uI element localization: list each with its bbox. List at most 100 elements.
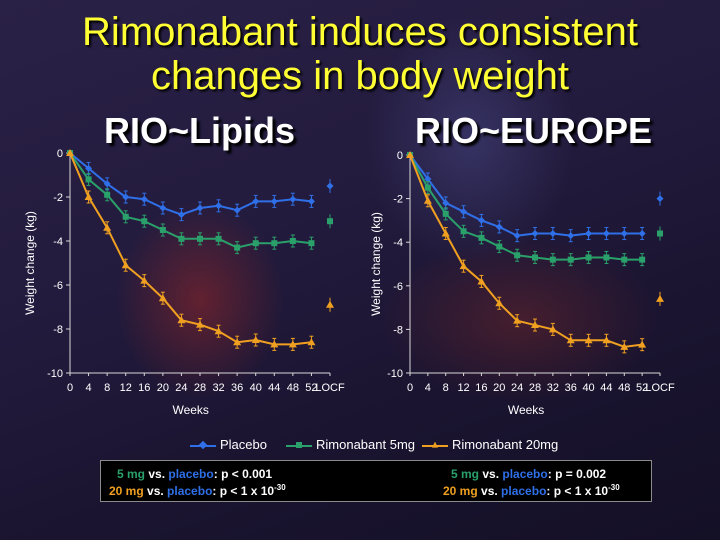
europe-data-point: [478, 234, 485, 241]
lipids-x-tick-label: 16: [138, 382, 150, 394]
lipids-data-point: [140, 195, 148, 203]
europe-x-tick-label: 32: [547, 382, 559, 394]
stat-pvalue: : p = 0.002: [547, 467, 607, 481]
lipids-y-tick-label: -10: [47, 368, 63, 380]
europe-series-line-1: [409, 154, 643, 261]
lipids-data-point: [252, 240, 259, 247]
lipids-x-tick-label: 36: [231, 382, 243, 394]
lipids-data-point: [159, 204, 167, 212]
europe-x-tick-label: 4: [425, 382, 431, 394]
europe-y-tick-label: -2: [393, 194, 403, 206]
lipids-x-tick-label: 48: [287, 382, 299, 394]
europe-y-tick-label: -6: [393, 281, 403, 293]
lipids-data-point: [233, 338, 242, 346]
legend-item-placebo: Placebo: [190, 437, 267, 452]
stat-vs: vs.: [477, 484, 502, 498]
europe-data-point: [532, 254, 538, 261]
europe-series-line-0: [409, 154, 643, 237]
stat-comparator: placebo: [502, 467, 548, 481]
europe-y-tick-label: -8: [393, 324, 403, 336]
europe-data-point: [477, 216, 485, 224]
stat-vs: vs.: [145, 467, 169, 481]
europe-data-point: [513, 316, 522, 324]
lipids-x-tick-label: 40: [250, 382, 262, 394]
legend-swatch-20mg: [422, 441, 448, 448]
europe-x-tick-label: 16: [475, 382, 487, 394]
stat-right-20mg: 20 mg vs. placebo: p < 1 x 10-30: [443, 483, 620, 498]
lipids-data-point: [197, 235, 203, 242]
europe-data-point: [567, 232, 575, 240]
lipids-x-axis-label: Weeks: [172, 403, 208, 417]
lipids-data-point: [215, 235, 222, 242]
lipids-x-tick-label: 20: [157, 382, 169, 394]
stat-dose: 20 mg: [109, 484, 144, 498]
europe-y-tick-label: 0: [397, 150, 403, 162]
europe-locf-point: [656, 294, 664, 302]
lipids-locf-point: [326, 182, 334, 190]
lipids-data-point: [104, 191, 111, 198]
europe-x-tick-label: 24: [511, 382, 523, 394]
lipids-data-point: [233, 206, 241, 214]
europe-data-point: [548, 325, 557, 333]
europe-data-point: [585, 229, 593, 237]
europe-data-point: [495, 299, 504, 307]
lipids-data-point: [307, 197, 315, 205]
lipids-data-point: [308, 240, 315, 247]
lipids-y-tick-label: -6: [53, 280, 63, 292]
lipids-data-point: [251, 336, 260, 343]
europe-data-point: [638, 340, 647, 348]
lipids-y-tick-label: -8: [53, 324, 63, 336]
lipids-data-point: [140, 276, 149, 284]
europe-data-point: [584, 336, 593, 344]
legend-item-20mg: Rimonabant 20mg: [422, 437, 558, 452]
europe-locf-point: [656, 195, 664, 203]
lipids-data-point: [270, 197, 278, 205]
lipids-data-point: [252, 197, 260, 205]
legend-label-placebo: Placebo: [220, 437, 267, 452]
europe-x-tick-label: 44: [600, 382, 612, 394]
europe-x-tick-label: 48: [618, 382, 630, 394]
lipids-locf-point: [326, 300, 334, 308]
chart-title-rio-europe: RIO~EUROPE: [415, 110, 653, 151]
lipids-data-point: [159, 227, 166, 233]
europe-x-tick-label: 40: [582, 382, 594, 394]
slide-title-line2: changes in body weight: [150, 54, 570, 98]
europe-data-point: [549, 256, 556, 263]
lipids-y-tick-label: -4: [53, 236, 63, 248]
lipids-x-tick-label: 24: [175, 382, 187, 394]
europe-data-point: [638, 229, 646, 237]
europe-data-point: [406, 151, 414, 158]
lipids-data-point: [122, 213, 129, 220]
europe-data-point: [424, 184, 431, 191]
stat-pvalue: : p < 1 x 10: [546, 484, 609, 498]
stat-right-5mg: 5 mg vs. placebo: p = 0.002: [451, 467, 606, 481]
lipids-data-point: [177, 316, 186, 324]
stat-dose: 5 mg: [117, 467, 146, 481]
europe-data-point: [477, 277, 486, 285]
europe-data-point: [585, 254, 592, 261]
lipids-data-point: [196, 320, 204, 328]
europe-data-point: [423, 196, 432, 204]
lipids-data-point: [103, 180, 111, 188]
europe-data-point: [442, 199, 450, 207]
europe-y-tick-label: -10: [387, 368, 403, 380]
lipids-data-point: [103, 223, 112, 231]
lipids-data-point: [85, 176, 92, 183]
lipids-data-point: [178, 235, 185, 242]
lipids-x-tick-label: 44: [268, 382, 280, 394]
europe-x-tick-label: 12: [457, 382, 469, 394]
europe-series-line-2: [409, 154, 643, 348]
stat-exponent: -30: [608, 483, 620, 492]
lipids-data-point: [177, 211, 185, 219]
stat-pvalue: : p < 0.001: [213, 467, 273, 481]
europe-data-point: [567, 256, 574, 263]
lipids-x-tick-label: 0: [67, 382, 73, 394]
europe-data-point: [639, 256, 646, 263]
europe-data-point: [496, 243, 503, 250]
europe-data-point: [441, 229, 450, 237]
europe-data-point: [531, 321, 539, 329]
stat-comparator: placebo: [501, 484, 547, 498]
europe-locf-point: [657, 230, 663, 237]
europe-data-point: [602, 336, 611, 344]
